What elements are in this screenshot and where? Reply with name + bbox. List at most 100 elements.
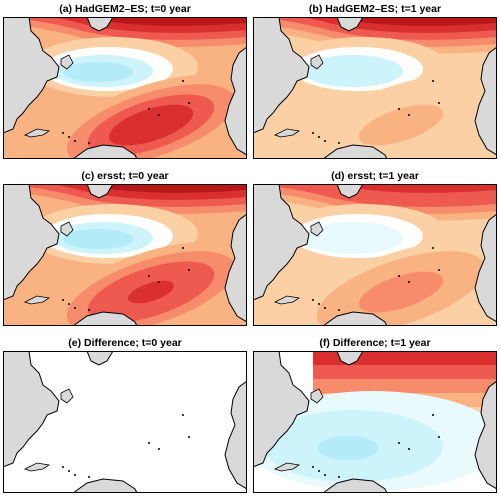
- panel-f: (f) Difference; t=1 year: [252, 336, 498, 493]
- island: [62, 466, 64, 468]
- cuba: [23, 295, 51, 305]
- island: [312, 132, 314, 134]
- europe-africa: [474, 46, 497, 156]
- sst-map: [253, 17, 497, 159]
- panel-e: (e) Difference; t=0 year: [2, 336, 248, 493]
- greenland: [336, 184, 364, 199]
- land: [3, 17, 247, 159]
- sst-contour-south: [378, 113, 424, 137]
- north-america: [253, 351, 310, 468]
- newfoundland: [310, 221, 324, 237]
- map-e: [3, 351, 247, 493]
- newfoundland: [60, 54, 74, 70]
- north-america: [3, 351, 60, 468]
- south-america: [322, 144, 388, 159]
- map-a: [3, 17, 247, 159]
- island: [398, 442, 400, 444]
- island: [432, 247, 434, 249]
- cuba: [23, 128, 51, 138]
- island: [148, 442, 150, 444]
- island: [398, 275, 400, 277]
- panel-c: (c) ersst; t=0 year: [2, 169, 248, 326]
- island: [188, 269, 190, 271]
- island: [74, 307, 76, 309]
- island: [312, 299, 314, 301]
- newfoundland: [310, 388, 324, 404]
- greenland: [336, 351, 364, 366]
- map-c: [3, 184, 247, 326]
- island: [88, 142, 90, 144]
- europe-africa: [224, 380, 247, 490]
- sst-field: [253, 351, 497, 491]
- island: [158, 448, 160, 450]
- panel-title: (e) Difference; t=0 year: [68, 337, 182, 349]
- island: [318, 470, 320, 472]
- map-frame: [3, 351, 247, 493]
- south-america: [72, 311, 138, 326]
- land: [253, 351, 497, 493]
- island: [188, 102, 190, 104]
- island: [398, 108, 400, 110]
- map-frame: [253, 184, 497, 326]
- sst-map: [253, 184, 497, 326]
- land: [3, 184, 247, 326]
- north-america: [3, 184, 60, 301]
- island: [408, 281, 410, 283]
- sst-band-north: [273, 17, 497, 26]
- panel-title: (d) ersst; t=1 year: [331, 170, 419, 182]
- greenland: [86, 184, 114, 199]
- sst-contour-cool: [63, 62, 133, 82]
- island: [408, 114, 410, 116]
- sst-contour-cool: [63, 229, 133, 249]
- island: [148, 275, 150, 277]
- sst-map: [3, 351, 247, 493]
- island: [62, 132, 64, 134]
- island: [158, 281, 160, 283]
- island: [182, 80, 184, 82]
- sst-contour-cool: [318, 436, 378, 460]
- north-america: [253, 17, 310, 134]
- sst-band-north: [273, 184, 497, 193]
- sst-contour-south: [378, 280, 424, 304]
- island: [318, 303, 320, 305]
- sst-contour-cool: [313, 62, 383, 82]
- sst-field: [3, 17, 247, 159]
- sst-band-north: [23, 17, 247, 26]
- map-frame: [253, 351, 497, 493]
- island: [438, 436, 440, 438]
- island: [88, 309, 90, 311]
- south-america: [72, 478, 138, 493]
- sst-map: [3, 17, 247, 159]
- island: [182, 414, 184, 416]
- greenland: [336, 17, 364, 32]
- map-frame: [3, 17, 247, 159]
- map-frame: [253, 17, 497, 159]
- island: [338, 142, 340, 144]
- panel-title: (b) HadGEM2–ES; t=1 year: [308, 3, 442, 15]
- island: [68, 136, 70, 138]
- map-d: [253, 184, 497, 326]
- south-america: [322, 478, 388, 493]
- island: [188, 436, 190, 438]
- panel-title: (c) ersst; t=0 year: [81, 170, 169, 182]
- map-frame: [3, 184, 247, 326]
- panel-d: (d) ersst; t=1 year: [252, 169, 498, 326]
- island: [438, 102, 440, 104]
- europe-africa: [224, 46, 247, 156]
- island: [88, 476, 90, 478]
- cuba: [273, 128, 301, 138]
- island: [158, 114, 160, 116]
- sst-contour-south: [128, 113, 174, 137]
- north-america: [253, 184, 310, 301]
- cuba: [23, 462, 51, 472]
- island: [68, 470, 70, 472]
- island: [318, 136, 320, 138]
- europe-africa: [474, 213, 497, 323]
- island: [438, 269, 440, 271]
- sst-contour-south: [128, 280, 174, 304]
- island: [74, 474, 76, 476]
- island: [324, 140, 326, 142]
- island: [148, 108, 150, 110]
- island: [68, 303, 70, 305]
- panel-a: (a) HadGEM2–ES; t=0 year: [2, 2, 248, 159]
